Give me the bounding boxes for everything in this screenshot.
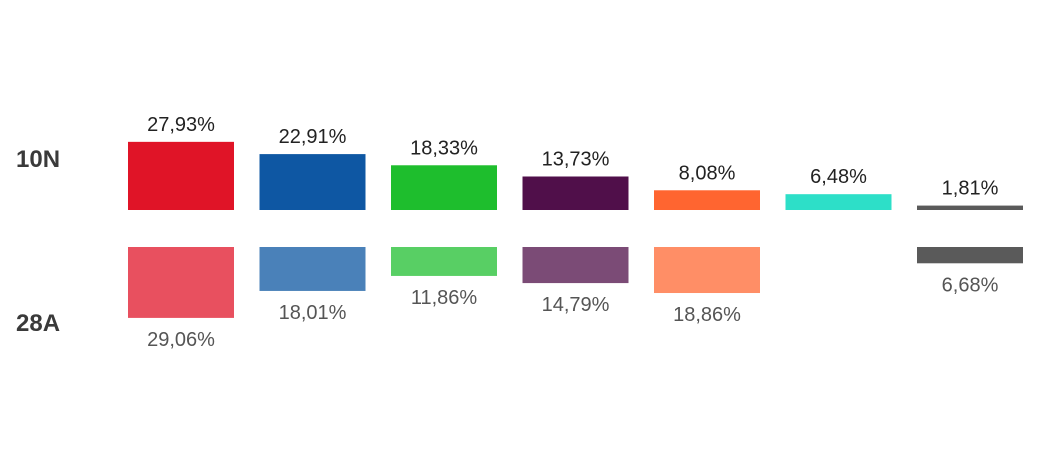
value-label-10n-3: 13,73% [542,148,610,170]
bar-28a-3 [522,247,629,284]
bar-28a-2 [391,247,497,276]
bar-10n-2 [391,165,497,210]
bar-28a-0 [128,247,234,318]
value-label-28a-3: 14,79% [542,294,610,316]
bar-28a-1 [259,247,366,291]
row-label-28a: 28A [16,310,61,337]
value-label-10n-0: 27,93% [147,114,215,136]
value-label-10n-1: 22,91% [279,126,347,148]
bars-28a: 29,06% 18,01% 11,86% 14,79% 18,86% 6,68% [128,247,1023,351]
bar-28a-4 [654,247,760,294]
value-label-10n-4: 8,08% [679,162,736,184]
bar-10n-4 [654,190,760,210]
value-label-10n-6: 1,81% [942,178,999,200]
bar-10n-3 [522,176,629,210]
bar-10n-5 [785,194,892,210]
value-label-28a-6: 6,68% [942,274,999,296]
row-label-10n: 10N [16,146,61,173]
bar-28a-6 [917,247,1023,264]
value-label-28a-4: 18,86% [673,304,741,326]
value-label-28a-0: 29,06% [147,329,215,351]
value-label-10n-2: 18,33% [410,137,478,159]
bar-10n-6 [917,205,1023,210]
value-label-28a-2: 11,86% [411,287,478,309]
bars-10n: 27,93% 22,91% 18,33% 13,73% 8,08% 6,48% 1,81% [128,114,1023,210]
value-label-28a-1: 18,01% [279,302,347,324]
bar-10n-1 [259,154,366,210]
bar-10n-0 [128,141,234,210]
value-label-10n-5: 6,48% [810,166,867,188]
